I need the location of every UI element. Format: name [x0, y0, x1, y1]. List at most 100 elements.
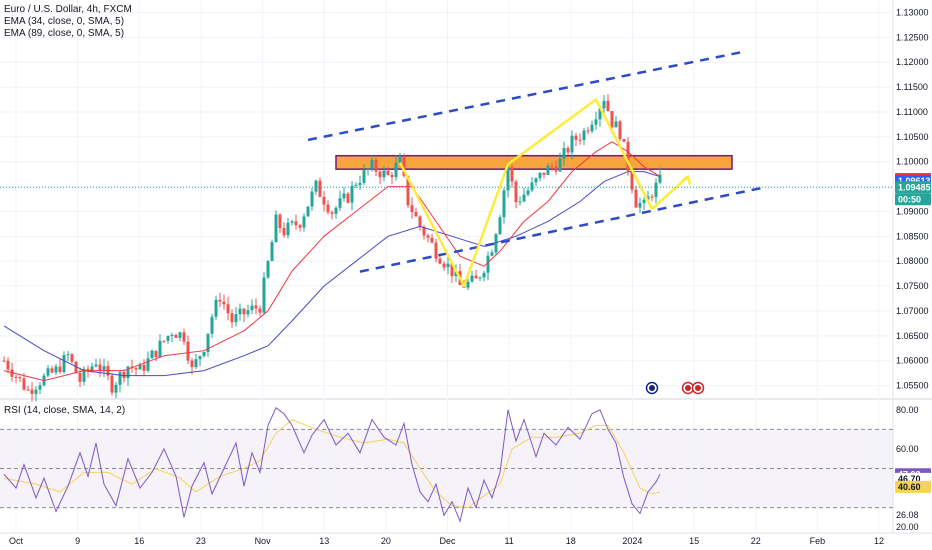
- bullish-candle-body: [518, 201, 522, 203]
- bearish-candle-body: [22, 378, 26, 390]
- bearish-candle-body: [586, 130, 590, 132]
- countdown-badge: 00:50: [898, 194, 921, 204]
- price-pane-background: [0, 0, 893, 398]
- bearish-candle-body: [510, 167, 514, 182]
- price-tick-label: 1.05500: [896, 381, 929, 391]
- bearish-candle-body: [390, 174, 394, 177]
- bullish-candle-body: [306, 206, 310, 217]
- economic-events[interactable]: [645, 381, 705, 395]
- bearish-candle-body: [50, 368, 54, 373]
- bearish-candle-body: [26, 389, 30, 391]
- bullish-candle-body: [350, 185, 354, 203]
- drawings-layer[interactable]: [0, 51, 893, 288]
- bearish-candle-body: [218, 299, 222, 302]
- last-price-badge: 1.09485: [898, 182, 931, 192]
- bullish-candle-body: [310, 191, 314, 207]
- bearish-candle-body: [18, 376, 22, 379]
- resistance-zone-layer: [335, 154, 733, 170]
- bullish-candle-body: [658, 174, 662, 183]
- bearish-candle-body: [254, 305, 258, 309]
- bearish-candle-body: [2, 360, 6, 362]
- bearish-candle-body: [406, 175, 410, 206]
- bullish-candle-body: [498, 217, 502, 235]
- price-tick-label: 1.11000: [896, 107, 928, 117]
- bullish-candle-body: [590, 124, 594, 132]
- price-tick-label: 1.07000: [896, 306, 929, 316]
- bullish-candle-body: [602, 100, 606, 109]
- time-tick-label: 2024: [622, 536, 642, 546]
- bullish-candle-body: [234, 314, 238, 323]
- bullish-candle-body: [490, 252, 494, 256]
- bullish-candle-body: [354, 184, 358, 186]
- bullish-candle-body: [302, 216, 306, 228]
- bearish-candle-body: [10, 369, 14, 377]
- time-tick-label: Oct: [9, 536, 24, 546]
- time-tick-label: 15: [689, 536, 699, 546]
- symbol-legend[interactable]: Euro / U.S. Dollar, 4h, FXCM: [4, 4, 132, 15]
- time-tick-label: 18: [566, 536, 576, 546]
- price-tick-label: 1.07500: [896, 281, 929, 291]
- bearish-candle-body: [578, 139, 582, 141]
- bearish-candle-body: [58, 366, 62, 372]
- bullish-candle-body: [250, 305, 254, 311]
- bullish-candle-body: [114, 384, 118, 393]
- last-price-badge-bg: [895, 181, 931, 194]
- bearish-candle-body: [322, 196, 326, 205]
- price-tick-label: 1.09000: [896, 206, 929, 216]
- bearish-candle-body: [450, 263, 454, 277]
- bearish-candle-body: [622, 139, 626, 142]
- time-tick-label: Dec: [439, 536, 456, 546]
- ema89-legend[interactable]: EMA (89, close, 0, SMA, 5): [4, 28, 125, 39]
- bearish-candle-body: [550, 165, 554, 167]
- bullish-candle-body: [62, 354, 66, 372]
- bearish-candle-body: [122, 372, 126, 378]
- bearish-candle-body: [542, 172, 546, 175]
- economic-event-dot: [695, 385, 701, 391]
- bullish-candle-body: [38, 385, 42, 390]
- bullish-candle-body: [262, 277, 266, 313]
- bearish-candle-body: [74, 361, 78, 374]
- bullish-candle-body: [454, 271, 458, 277]
- resistance-zone: [335, 154, 733, 170]
- bullish-candle-body: [466, 281, 470, 288]
- bullish-candle-body: [486, 255, 490, 273]
- bearish-candle-body: [554, 166, 558, 172]
- price-tick-label: 1.13000: [896, 7, 929, 17]
- bullish-candle-body: [382, 170, 386, 178]
- bearish-candle-body: [434, 242, 438, 259]
- pattern-path: [398, 98, 689, 288]
- bearish-candle-body: [222, 301, 226, 305]
- bullish-candle-body: [150, 350, 154, 359]
- bearish-candle-body: [6, 360, 10, 370]
- bullish-candle-body: [446, 263, 450, 268]
- bullish-candle-body: [582, 130, 586, 141]
- bearish-candle-body: [258, 308, 262, 313]
- bullish-candle-body: [170, 334, 174, 336]
- bearish-candle-body: [650, 196, 654, 198]
- bullish-candle-body: [654, 182, 658, 198]
- bearish-candle-body: [606, 100, 610, 111]
- bullish-candle-body: [198, 356, 202, 360]
- countdown-badge-bg: [895, 193, 931, 206]
- bullish-candle-body: [314, 180, 318, 192]
- grid-layer: [0, 0, 893, 533]
- pattern-arrowhead: [681, 174, 692, 185]
- bearish-candle-body: [402, 156, 406, 176]
- ema34-legend[interactable]: EMA (34, close, 0, SMA, 5): [4, 16, 125, 27]
- time-tick-label: Feb: [810, 536, 826, 546]
- bullish-candle-body: [362, 169, 366, 183]
- bearish-candle-body: [278, 214, 282, 229]
- bearish-candle-body: [634, 189, 638, 208]
- bullish-candle-body: [54, 366, 58, 373]
- bearish-candle-body: [566, 148, 570, 153]
- rsi-legend[interactable]: RSI (14, close, SMA, 14, 2): [4, 405, 126, 416]
- bullish-candle-body: [522, 194, 526, 202]
- bullish-candle-body: [482, 272, 486, 278]
- bearish-candle-body: [134, 367, 138, 370]
- bearish-candle-body: [574, 135, 578, 140]
- time-tick-label: 20: [381, 536, 391, 546]
- bullish-candle-body: [562, 148, 566, 159]
- price-tick-label: 1.08000: [896, 256, 929, 266]
- price-tick-label: 1.12000: [896, 57, 929, 67]
